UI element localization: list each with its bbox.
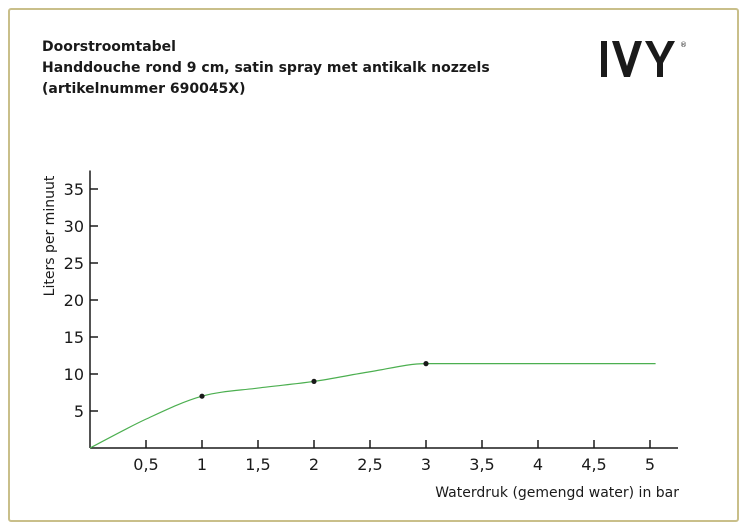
- x-tick-label: 3,5: [469, 455, 494, 474]
- x-tick-label: 0,5: [133, 455, 158, 474]
- y-tick-label: 30: [64, 217, 84, 236]
- x-tick-label: 2: [309, 455, 319, 474]
- y-tick-label: 10: [64, 365, 84, 384]
- chart-subtitle: Handdouche rond 9 cm, satin spray met an…: [42, 60, 490, 76]
- y-tick-label: 20: [64, 291, 84, 310]
- chart-frame: [8, 8, 739, 522]
- y-tick-label: 5: [74, 402, 84, 421]
- chart-header: Doorstroomtabel Handdouche rond 9 cm, sa…: [42, 37, 490, 100]
- y-tick-label: 15: [64, 328, 84, 347]
- x-tick-label: 4: [533, 455, 543, 474]
- x-tick-label: 2,5: [357, 455, 382, 474]
- x-axis-title: Waterdruk (gemengd water) in bar: [435, 485, 679, 501]
- data-point: [199, 393, 205, 399]
- x-tick-label: 1,5: [245, 455, 270, 474]
- flow-series-line: [89, 363, 656, 449]
- data-point: [311, 378, 317, 384]
- registered-mark: ®: [680, 41, 687, 49]
- data-point: [423, 361, 429, 367]
- x-tick-label: 1: [197, 455, 207, 474]
- article-number: (artikelnummer 690045X): [42, 81, 246, 97]
- x-tick-label: 5: [645, 455, 655, 474]
- chart-title: Doorstroomtabel: [42, 39, 176, 55]
- y-axis-title: Liters per minuut: [42, 175, 58, 296]
- y-tick-label: 35: [64, 180, 84, 199]
- x-tick-label: 4,5: [581, 455, 606, 474]
- ivy-logo: ®: [601, 41, 687, 77]
- y-tick-label: 25: [64, 254, 84, 273]
- x-tick-label: 3: [421, 455, 431, 474]
